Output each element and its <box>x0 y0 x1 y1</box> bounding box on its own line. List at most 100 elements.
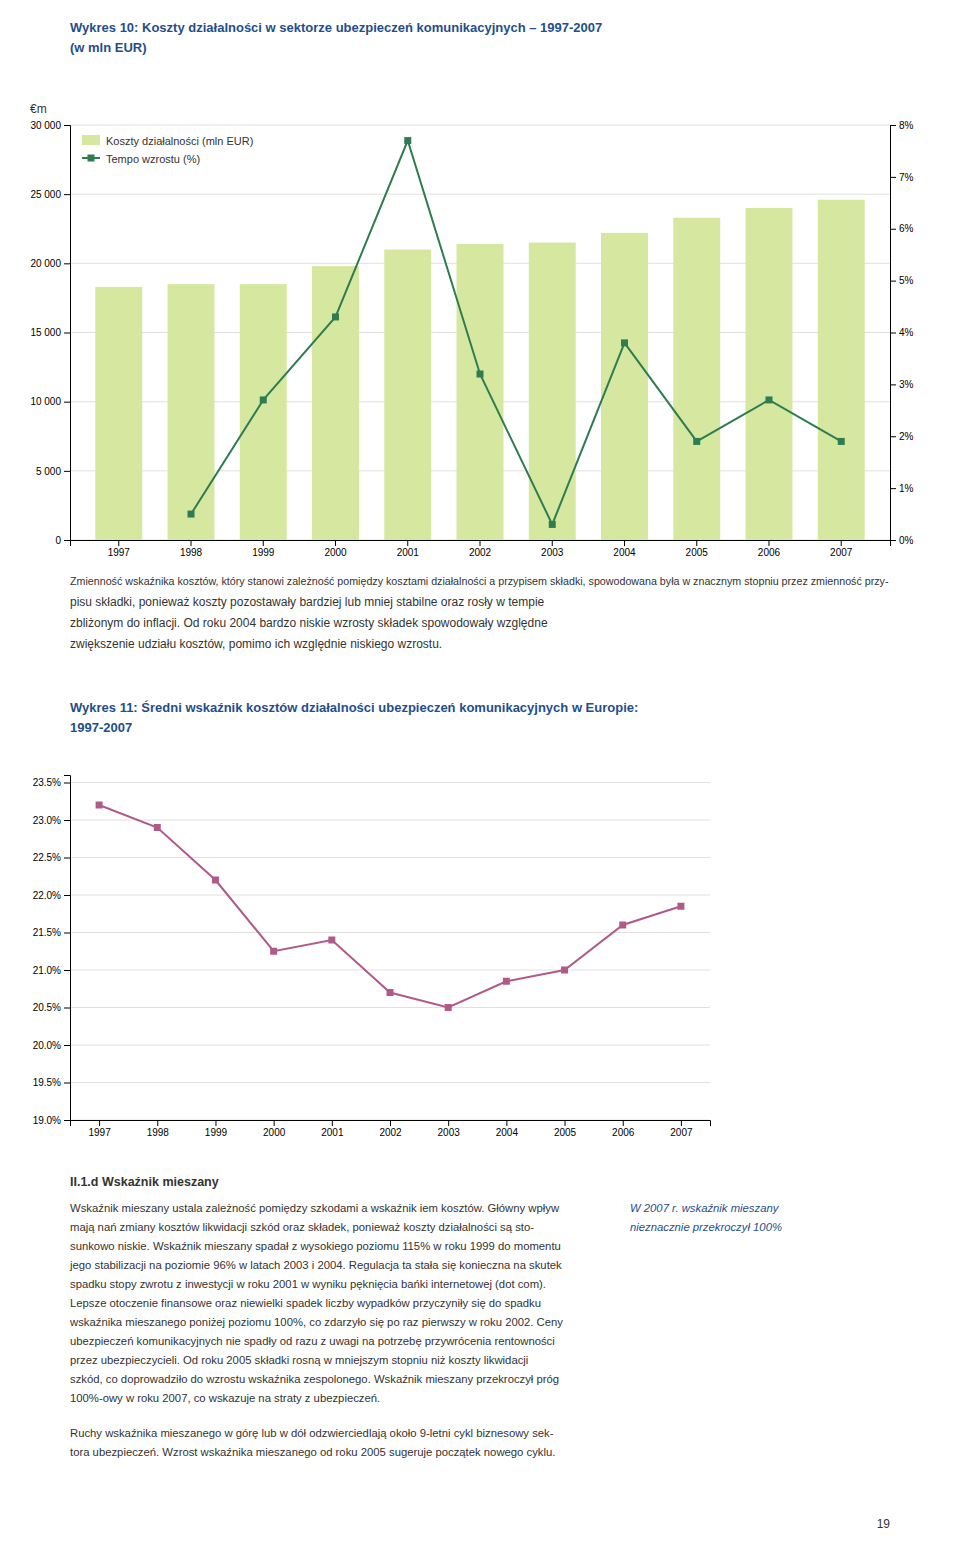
line <box>191 141 841 525</box>
tick-label: 1999 <box>205 1127 228 1138</box>
tick-label: 22.5% <box>33 852 61 863</box>
paragraph-line: zwiększenie udziału kosztów, pomimo ich … <box>70 637 442 651</box>
tick: 0 <box>55 535 70 546</box>
axis-line <box>64 776 71 1121</box>
tick-mark <box>64 858 70 859</box>
tick-mark <box>191 540 192 546</box>
tick-mark <box>890 333 896 334</box>
tick-mark <box>890 281 896 282</box>
tick-mark <box>99 1120 100 1126</box>
body-line: jego stabilizacji na poziomie 96% w lata… <box>69 1259 562 1271</box>
tick-label: 2007 <box>830 547 853 558</box>
tick-mark <box>890 229 896 230</box>
tick: 5% <box>890 275 914 286</box>
marker <box>404 137 411 144</box>
marker <box>328 937 335 944</box>
axis-line <box>64 126 71 541</box>
tick-label: 1997 <box>108 547 131 558</box>
tick: 1998 <box>147 1120 170 1138</box>
body-line: tora ubezpieczeń. Wzrost wskaźnika miesz… <box>70 1446 555 1458</box>
tick-mark <box>64 125 70 126</box>
tick-mark <box>841 540 842 546</box>
body-line: spadku stopy zwrotu z inwestycji w roku … <box>70 1278 546 1290</box>
axis-line <box>891 126 897 541</box>
marker <box>619 922 626 929</box>
paragraph-line: pisu składki, ponieważ koszty pozostawał… <box>70 595 545 609</box>
line <box>99 805 681 1008</box>
marker <box>549 521 556 528</box>
marker <box>503 978 510 985</box>
tick-label: 2001 <box>397 547 420 558</box>
tick-label: 2006 <box>612 1127 635 1138</box>
tick-label: 7% <box>899 172 914 183</box>
line-series <box>96 802 685 1012</box>
grid-line <box>70 194 890 195</box>
tick: 2001 <box>321 1120 344 1138</box>
tick-label: 20.5% <box>33 1002 61 1013</box>
tick-mark <box>506 1120 507 1126</box>
tick-label: 6% <box>899 223 914 234</box>
legend-label: Koszty działalności (mln EUR) <box>106 135 253 147</box>
tick-mark <box>448 1120 449 1126</box>
axis-line <box>71 1121 711 1127</box>
axis-line <box>71 541 891 547</box>
tick: 2005 <box>554 1120 577 1138</box>
bar <box>240 284 287 540</box>
bar <box>384 250 431 541</box>
tick-label: 2005 <box>686 547 709 558</box>
bar <box>312 266 359 540</box>
tick-mark <box>274 1120 275 1126</box>
body-line: szkód, co doprowadziło do wzrostu wskaźn… <box>70 1373 559 1385</box>
chart-subtitle: (w mln EUR) <box>70 40 147 55</box>
tick: 2% <box>890 431 914 442</box>
tick-label: 1998 <box>180 547 203 558</box>
tick-mark <box>64 194 70 195</box>
sidebar-line: W 2007 r. wskaźnik mieszany <box>630 1202 780 1214</box>
page-number: 19 <box>877 1517 891 1531</box>
marker <box>838 438 845 445</box>
tick-mark <box>407 540 408 546</box>
body-line: Ruchy wskaźnika mieszanego w górę lub w … <box>70 1427 554 1439</box>
tick-mark <box>390 1120 391 1126</box>
tick: 21.5% <box>33 927 70 938</box>
tick-label: 21.0% <box>33 965 61 976</box>
marker <box>96 802 103 809</box>
tick-label: 5 000 <box>36 466 61 477</box>
body-line: ubezpieczeń komunikacyjnych nie spadły o… <box>70 1335 555 1347</box>
marker <box>693 438 700 445</box>
tick-label: 1998 <box>147 1127 170 1138</box>
tick: 2006 <box>612 1120 635 1138</box>
tick-label: 5% <box>899 275 914 286</box>
legend-item: Tempo wzrostu (%) <box>82 153 200 165</box>
tick-mark <box>64 540 70 541</box>
tick: 20.0% <box>33 1040 70 1051</box>
tick-mark <box>64 1083 70 1084</box>
x-axis: 1997199819992000200120022003200420052006… <box>71 1120 711 1138</box>
tick-mark <box>157 1120 158 1126</box>
tick-mark <box>64 933 70 934</box>
tick: 2007 <box>830 540 853 558</box>
tick-label: 19.5% <box>33 1077 61 1088</box>
tick-mark <box>64 1120 70 1121</box>
tick: 6% <box>890 223 914 234</box>
tick-label: 1997 <box>88 1127 111 1138</box>
tick: 2000 <box>263 1120 286 1138</box>
tick-label: 23.0% <box>33 815 61 826</box>
tick: 1998 <box>180 540 203 558</box>
paragraph-line: zbliżonym do inflacji. Od roku 2004 bard… <box>70 616 548 630</box>
axis-title: €m <box>30 102 47 116</box>
tick-mark <box>624 540 625 546</box>
tick-mark <box>890 488 896 489</box>
tick-label: 2003 <box>541 547 564 558</box>
tick: 2003 <box>541 540 564 558</box>
tick-label: 2005 <box>554 1127 577 1138</box>
tick: 19.0% <box>33 1115 70 1126</box>
tick-label: 2003 <box>438 1127 461 1138</box>
tick-mark <box>565 1120 566 1126</box>
grid-line <box>70 1082 710 1083</box>
tick: 1999 <box>252 540 275 558</box>
tick-label: 3% <box>899 379 914 390</box>
tick: 2001 <box>397 540 420 558</box>
tick-label: 2004 <box>613 547 636 558</box>
tick: 1999 <box>205 1120 228 1138</box>
